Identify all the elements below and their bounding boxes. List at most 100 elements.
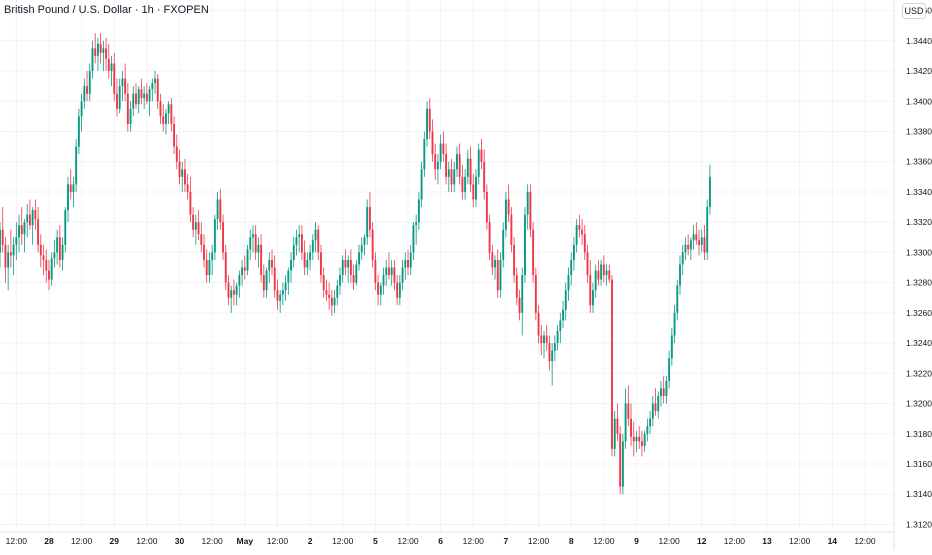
candle-down[interactable] [232, 279, 235, 306]
candle-up[interactable] [477, 143, 480, 185]
candle-down[interactable] [107, 43, 110, 79]
candle-up[interactable] [600, 259, 603, 286]
candle-down[interactable] [529, 184, 532, 238]
candle-up[interactable] [621, 433, 624, 495]
candle-down[interactable] [156, 74, 159, 109]
candle-up[interactable] [208, 252, 211, 283]
candle-down[interactable] [4, 237, 7, 283]
candle-up[interactable] [553, 335, 556, 362]
candle-up[interactable] [311, 234, 314, 260]
candle-down[interactable] [537, 305, 540, 344]
candle-up[interactable] [665, 376, 668, 404]
candle-down[interactable] [159, 93, 162, 124]
candle-up[interactable] [499, 252, 502, 298]
candle-up[interactable] [281, 282, 284, 306]
candle-up[interactable] [118, 78, 121, 114]
candle-up[interactable] [689, 237, 692, 260]
candle-up[interactable] [670, 327, 673, 366]
candle-up[interactable] [575, 219, 578, 253]
candle-up[interactable] [290, 252, 292, 283]
candle-up[interactable] [12, 237, 15, 276]
candle-down[interactable] [485, 184, 488, 230]
candle-down[interactable] [189, 176, 192, 223]
candle-down[interactable] [434, 143, 437, 180]
candle-up[interactable] [624, 388, 627, 449]
candle-up[interactable] [401, 259, 404, 291]
candle-up[interactable] [456, 146, 458, 177]
candle-up[interactable] [543, 330, 545, 359]
candle-down[interactable] [145, 83, 148, 105]
candle-up[interactable] [88, 63, 91, 102]
candle-up[interactable] [706, 199, 709, 260]
candle-up[interactable] [657, 391, 660, 419]
candle-up[interactable] [154, 71, 156, 94]
candle-up[interactable] [83, 78, 86, 109]
candle-down[interactable] [273, 255, 276, 298]
candle-up[interactable] [18, 214, 20, 253]
candle-up[interactable] [110, 55, 113, 87]
candle-down[interactable] [518, 290, 521, 321]
candle-down[interactable] [42, 244, 45, 276]
candle-down[interactable] [513, 237, 516, 283]
candle-up[interactable] [572, 237, 575, 271]
candle-up[interactable] [567, 267, 570, 301]
candle-down[interactable] [507, 184, 510, 223]
candle-up[interactable] [333, 290, 336, 313]
candle-up[interactable] [649, 411, 652, 434]
candle-up[interactable] [417, 191, 420, 230]
candle-up[interactable] [420, 161, 423, 208]
candle-down[interactable] [9, 229, 12, 268]
candle-up[interactable] [436, 154, 439, 185]
candle-up[interactable] [360, 237, 363, 260]
candle-up[interactable] [673, 305, 676, 344]
candle-down[interactable] [184, 158, 186, 192]
candle-up[interactable] [0, 222, 1, 268]
candle-up[interactable] [309, 244, 312, 271]
candle-down[interactable] [58, 225, 61, 268]
candle-down[interactable] [170, 98, 173, 132]
candle-up[interactable] [363, 234, 366, 256]
candle-up[interactable] [336, 279, 339, 306]
candle-up[interactable] [646, 418, 649, 442]
candle-up[interactable] [284, 275, 287, 301]
candle-up[interactable] [50, 252, 53, 286]
candle-up[interactable] [67, 176, 69, 223]
candle-down[interactable] [197, 210, 200, 241]
candle-up[interactable] [526, 184, 529, 230]
candle-down[interactable] [86, 71, 88, 102]
candle-down[interactable] [472, 173, 475, 208]
candle-up[interactable] [77, 108, 80, 155]
candle-down[interactable] [349, 249, 352, 283]
candle-up[interactable] [80, 93, 83, 132]
candle-down[interactable] [377, 275, 380, 306]
candle-up[interactable] [412, 222, 415, 260]
candle-up[interactable] [562, 300, 564, 328]
candle-down[interactable] [45, 249, 48, 283]
candle-down[interactable] [469, 146, 472, 192]
candle-down[interactable] [371, 222, 374, 268]
candle-down[interactable] [450, 158, 453, 192]
candle-down[interactable] [496, 249, 499, 298]
candle-down[interactable] [200, 222, 203, 253]
candle-down[interactable] [428, 98, 431, 140]
candle-down[interactable] [260, 234, 263, 283]
candle-up[interactable] [238, 270, 241, 298]
candle-up[interactable] [423, 131, 426, 177]
candle-down[interactable] [611, 275, 613, 457]
candle-up[interactable] [194, 214, 197, 245]
candle-up[interactable] [379, 282, 382, 306]
candle-down[interactable] [317, 225, 320, 260]
candle-down[interactable] [105, 37, 108, 72]
candle-up[interactable] [339, 267, 341, 295]
candle-down[interactable] [262, 264, 265, 298]
candle-down[interactable] [320, 244, 322, 283]
candle-up[interactable] [230, 285, 233, 313]
candle-up[interactable] [56, 229, 59, 265]
candle-down[interactable] [124, 63, 127, 102]
candle-up[interactable] [708, 164, 711, 215]
candle-up[interactable] [211, 244, 214, 276]
candle-up[interactable] [235, 282, 238, 306]
candle-up[interactable] [252, 225, 254, 253]
price-axis[interactable]: 1.346001.344001.342001.340001.338001.336… [906, 6, 932, 530]
candle-up[interactable] [556, 324, 559, 351]
